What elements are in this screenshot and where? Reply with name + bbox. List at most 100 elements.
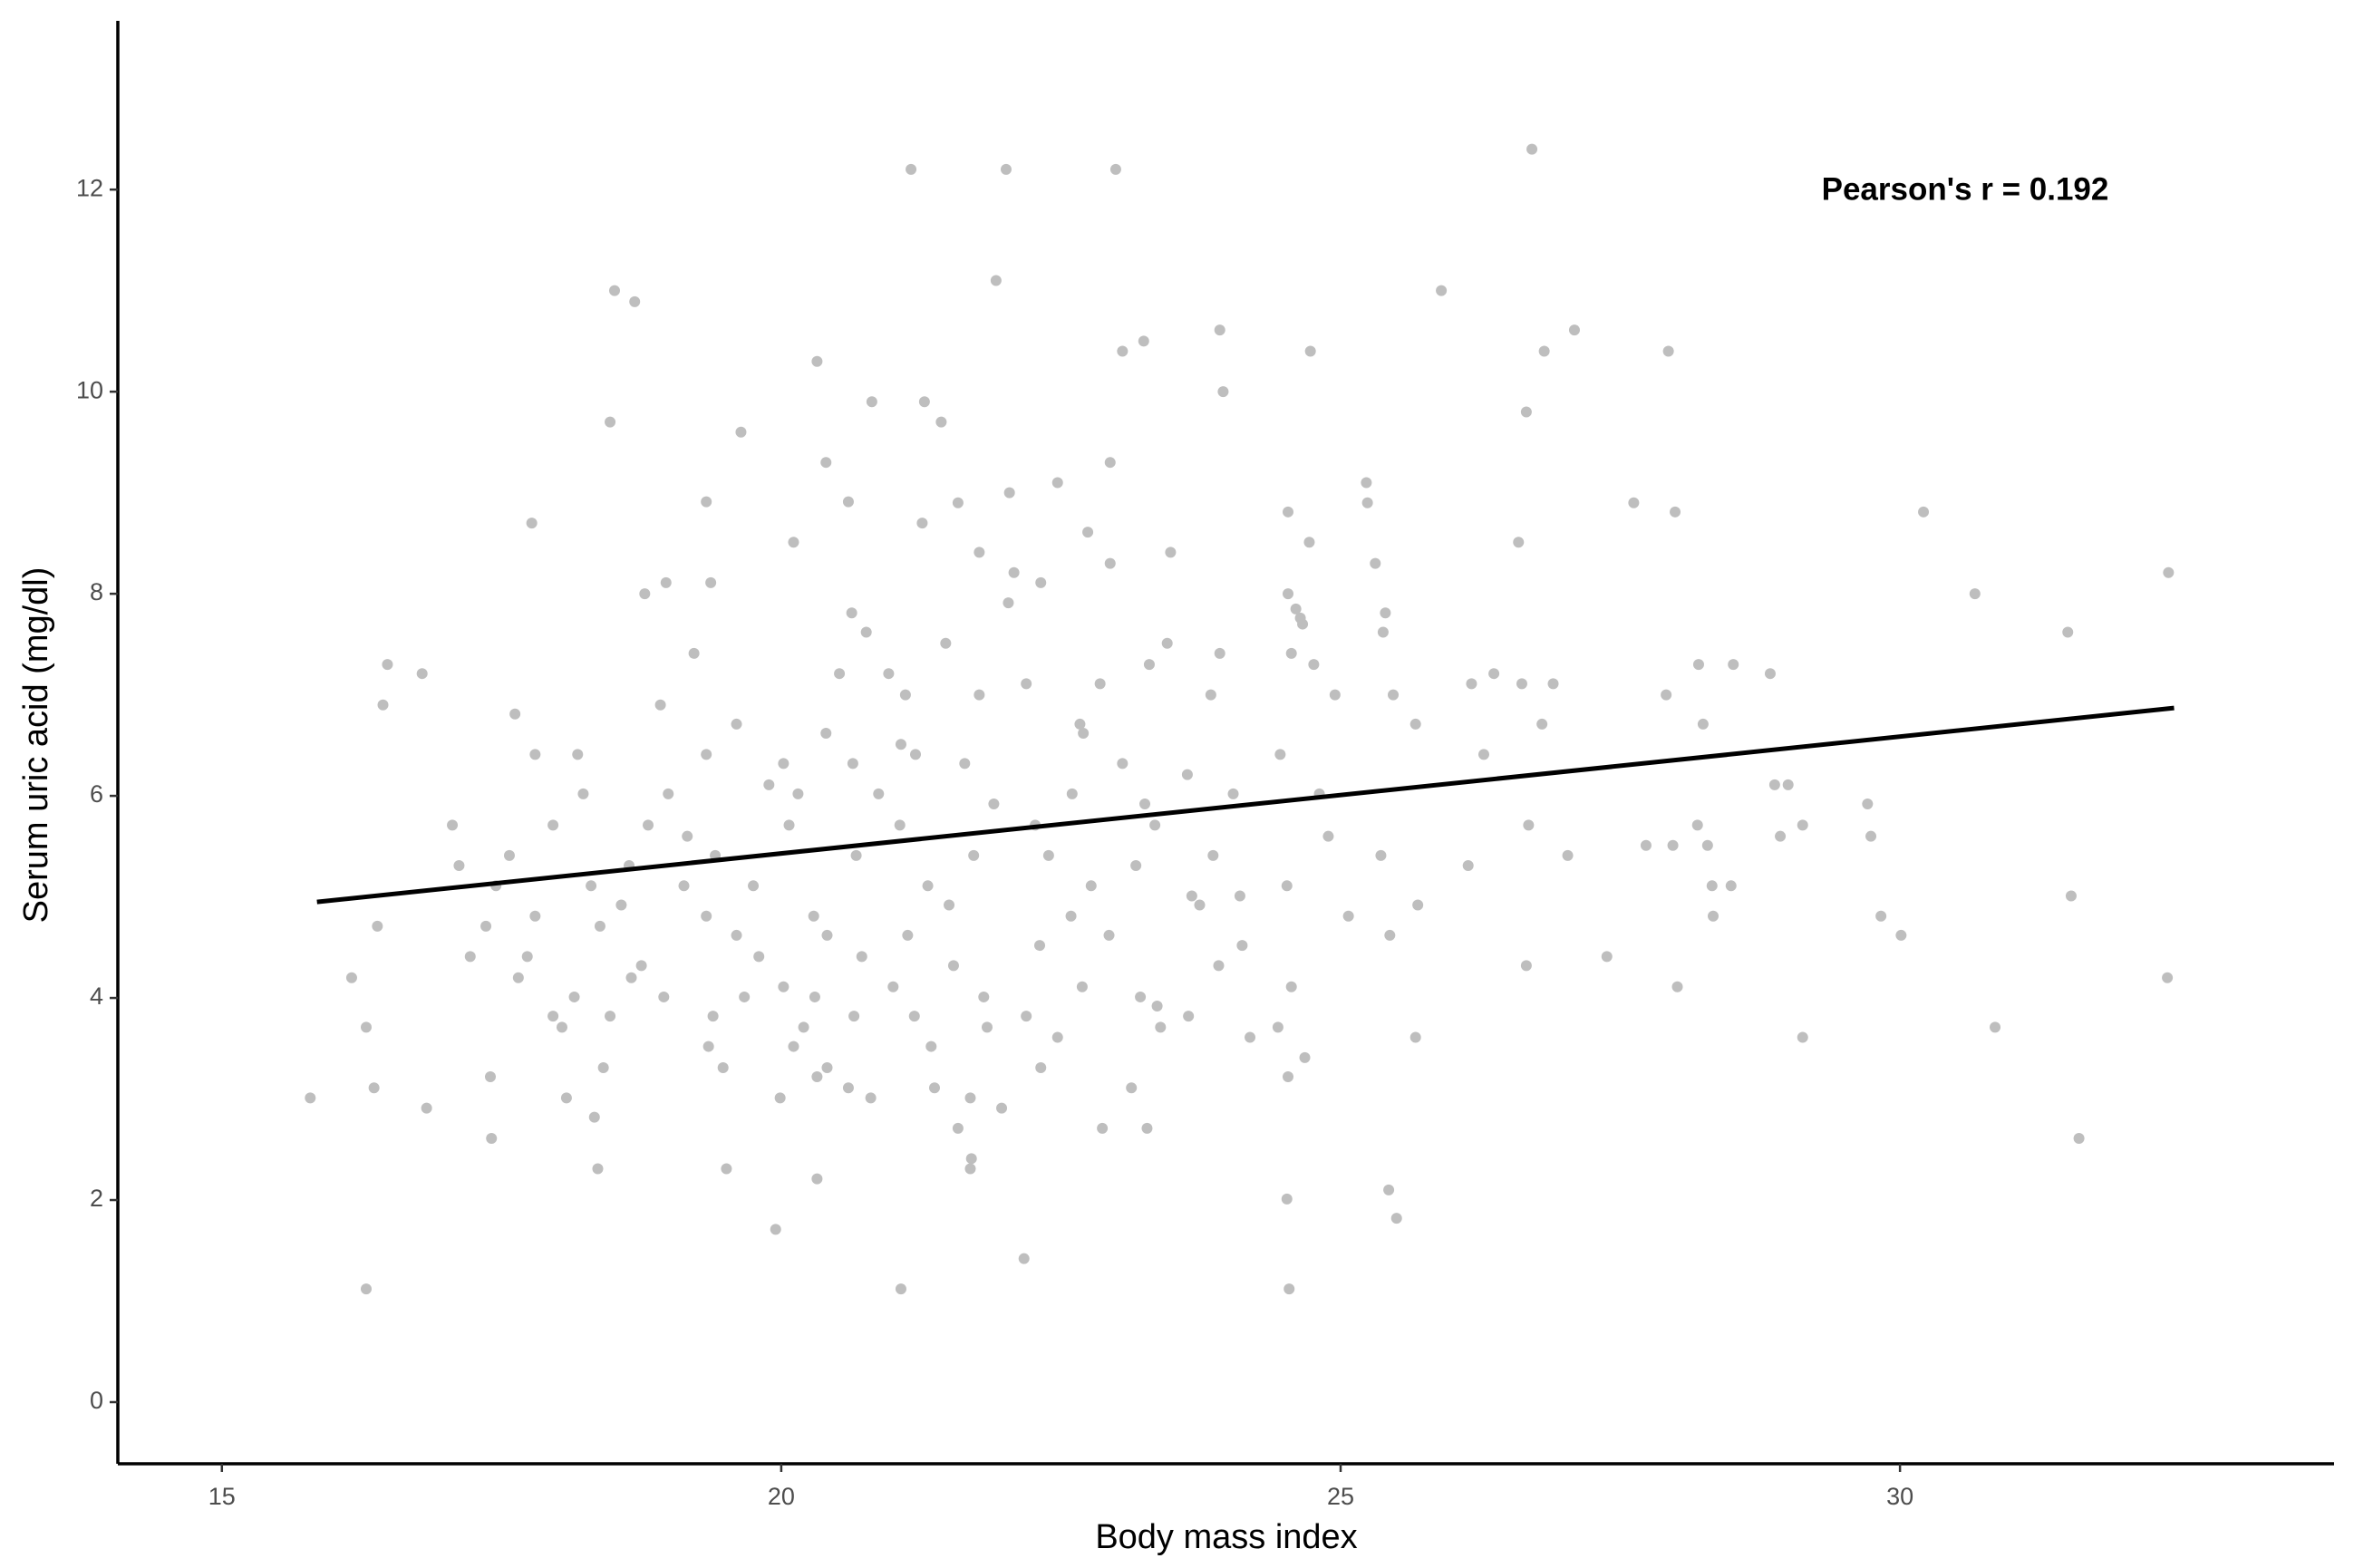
- point: [480, 920, 492, 932]
- point: [1918, 506, 1930, 518]
- point: [1466, 678, 1477, 690]
- point: [1797, 1031, 1808, 1043]
- point: [1990, 1021, 2001, 1033]
- point: [1728, 659, 1739, 671]
- point: [922, 880, 934, 892]
- point: [1285, 647, 1297, 659]
- point: [848, 1011, 860, 1022]
- point: [731, 718, 742, 730]
- y-axis-title: Serum uric acid (mg/dl): [17, 567, 55, 924]
- point: [1281, 1193, 1293, 1205]
- point: [1281, 880, 1293, 892]
- point: [748, 880, 760, 892]
- y-tick-label: 8: [90, 578, 103, 605]
- point: [988, 799, 1000, 810]
- point: [592, 1163, 604, 1175]
- point: [1274, 749, 1286, 760]
- point: [1207, 849, 1219, 861]
- point: [1234, 890, 1245, 902]
- point: [721, 1163, 732, 1175]
- point: [847, 758, 858, 769]
- point: [1361, 477, 1372, 489]
- point: [586, 880, 597, 892]
- point: [368, 1082, 380, 1094]
- point: [1042, 849, 1054, 861]
- point: [717, 1061, 729, 1073]
- point: [464, 951, 476, 963]
- point: [547, 1011, 559, 1022]
- point: [1782, 779, 1794, 790]
- point: [1768, 779, 1780, 790]
- point: [421, 1102, 432, 1114]
- point: [925, 1040, 937, 1052]
- point: [731, 929, 742, 941]
- point: [1409, 1031, 1421, 1043]
- point: [1523, 819, 1535, 831]
- point: [1194, 899, 1206, 911]
- point: [1380, 607, 1391, 619]
- point: [1513, 537, 1525, 548]
- point: [952, 497, 964, 508]
- point: [629, 295, 641, 307]
- point: [1488, 668, 1500, 680]
- point: [1640, 839, 1652, 851]
- point: [305, 1092, 316, 1104]
- point: [1775, 830, 1787, 842]
- point: [547, 819, 559, 831]
- point: [1661, 689, 1672, 701]
- point: [1342, 910, 1354, 922]
- point: [2163, 566, 2175, 578]
- point: [1282, 1071, 1293, 1083]
- point: [899, 689, 911, 701]
- point: [1003, 597, 1014, 609]
- point: [1078, 727, 1090, 739]
- point: [1526, 143, 1538, 155]
- point: [1126, 1082, 1138, 1094]
- point: [1538, 345, 1550, 357]
- point: [1151, 1000, 1163, 1011]
- point: [1186, 890, 1197, 902]
- point: [788, 1040, 799, 1052]
- point: [834, 668, 846, 680]
- point: [1282, 506, 1293, 518]
- point: [701, 910, 712, 922]
- point: [947, 960, 959, 972]
- point: [529, 910, 541, 922]
- point: [1708, 910, 1719, 922]
- point: [873, 788, 885, 799]
- point: [842, 496, 854, 508]
- point: [996, 1102, 1008, 1114]
- point: [965, 1153, 977, 1165]
- point: [1865, 830, 1877, 842]
- point: [608, 285, 620, 296]
- point: [820, 727, 832, 739]
- point: [1018, 1253, 1030, 1264]
- point: [660, 576, 672, 588]
- point: [811, 1071, 823, 1083]
- point: [935, 416, 947, 428]
- point: [1797, 819, 1808, 831]
- x-axis-title: Body mass index: [1095, 1518, 1357, 1556]
- point: [1547, 678, 1559, 690]
- point: [792, 788, 804, 799]
- point: [895, 1283, 906, 1295]
- point: [678, 880, 690, 892]
- point: [1409, 718, 1421, 730]
- y-tick-label: 4: [90, 982, 103, 1010]
- point: [1520, 960, 1532, 972]
- point: [1388, 689, 1400, 701]
- point: [883, 668, 895, 680]
- point: [1562, 849, 1574, 861]
- point: [1516, 678, 1527, 690]
- point: [360, 1283, 372, 1295]
- point: [928, 1082, 940, 1094]
- annotation: Pearson's r = 0.192: [1822, 171, 2109, 207]
- point: [705, 576, 717, 588]
- y-tick-label: 2: [90, 1185, 103, 1212]
- point: [572, 749, 584, 760]
- point: [1094, 678, 1106, 690]
- point: [658, 991, 670, 1002]
- point: [916, 518, 928, 529]
